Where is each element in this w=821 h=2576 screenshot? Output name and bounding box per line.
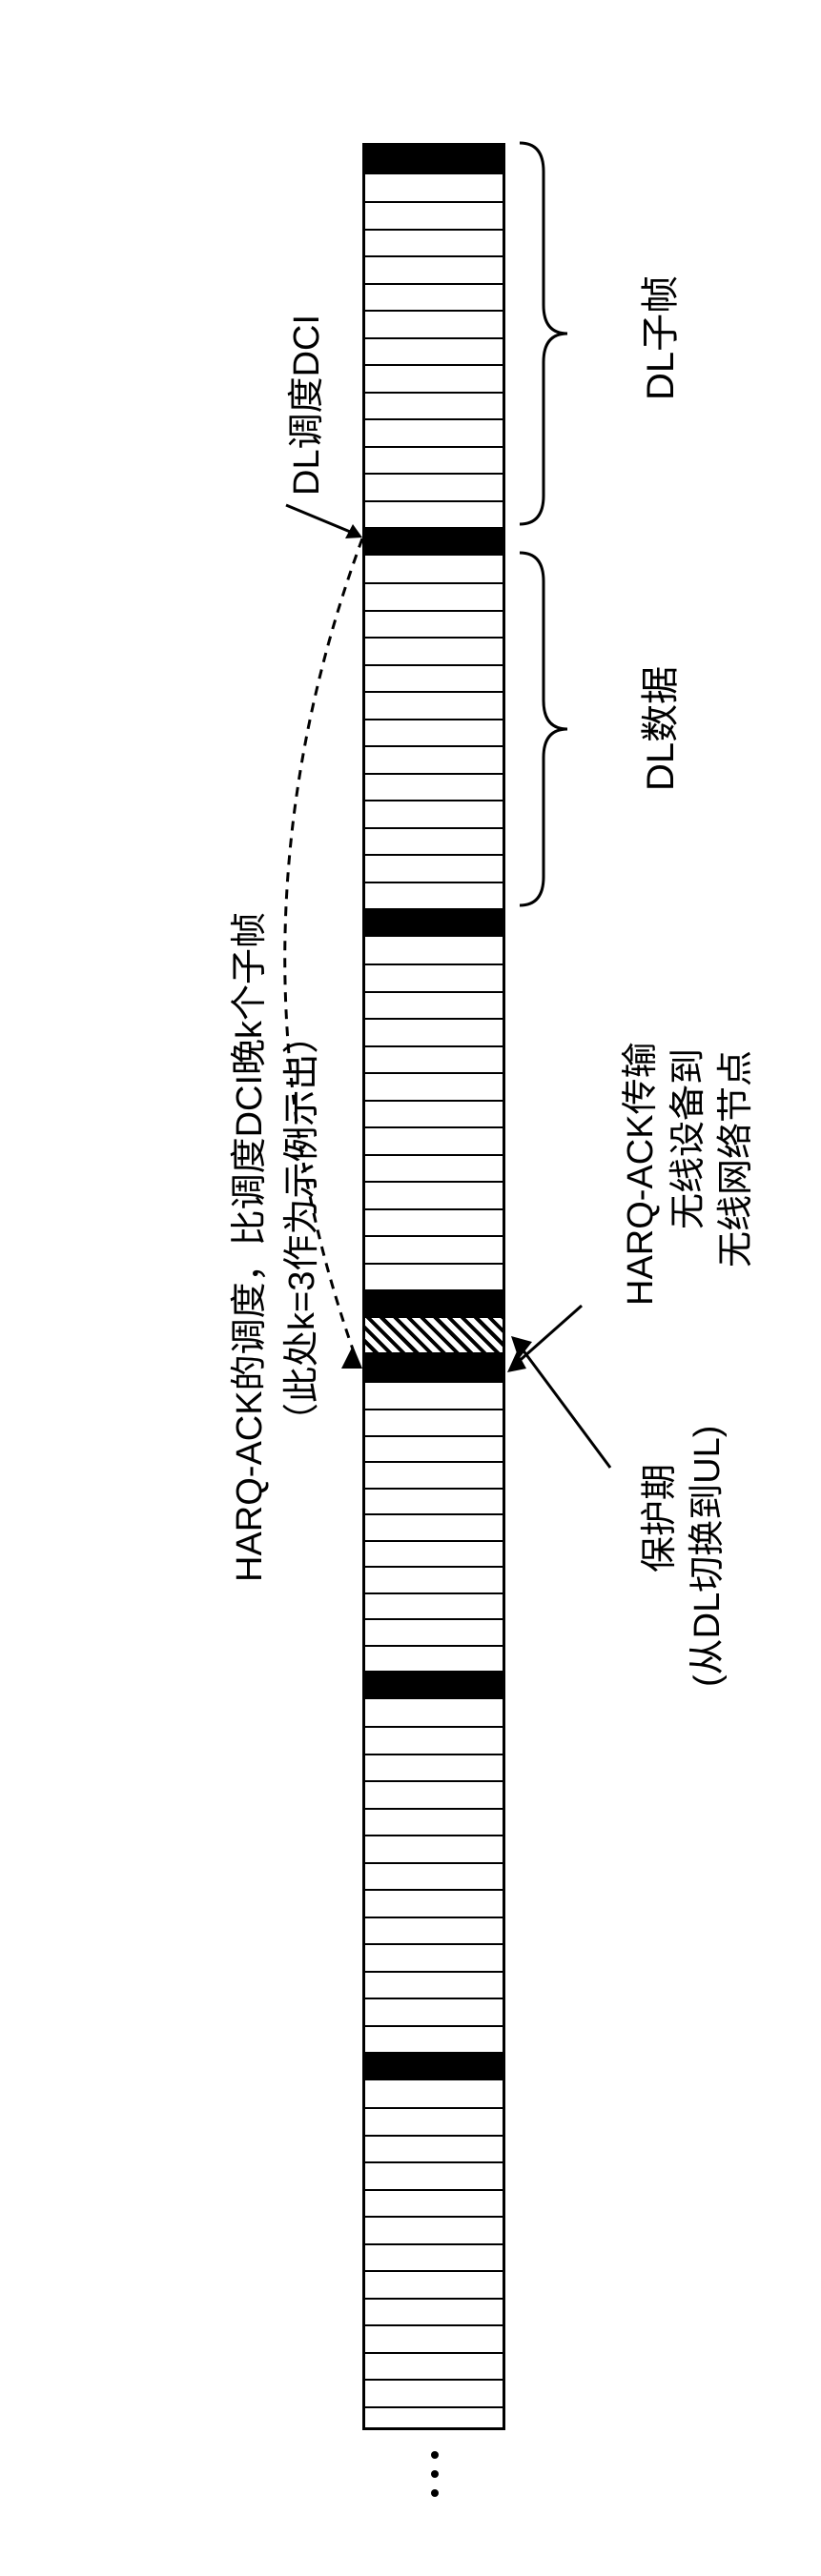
slot-divider [365, 2324, 503, 2326]
brace-dl-data [515, 553, 582, 905]
slot-divider [365, 691, 503, 693]
slot-divider [365, 1780, 503, 1782]
slot-divider [365, 2270, 503, 2272]
guard-label-line-1: 保护期 [629, 1464, 682, 1572]
dci-bar [365, 1671, 503, 1699]
slot-divider [365, 882, 503, 883]
slot-divider [365, 637, 503, 639]
slot-divider [365, 310, 503, 312]
dci-bar [365, 527, 503, 556]
slot-divider [365, 1461, 503, 1463]
ellipsis-icon [429, 2440, 441, 2508]
slot-divider [365, 773, 503, 775]
slot-divider [365, 2216, 503, 2218]
slot-divider [365, 1435, 503, 1437]
harq-arrow [505, 1306, 591, 1382]
dci-bar [365, 908, 503, 937]
slot-divider [365, 255, 503, 257]
slot-divider [365, 1540, 503, 1542]
slot-divider [365, 1072, 503, 1074]
slot-divider [365, 582, 503, 584]
slot-divider [365, 1488, 503, 1490]
slot-divider [365, 2161, 503, 2163]
slot-divider [365, 1754, 503, 1755]
slot-divider [365, 854, 503, 856]
slot-divider [365, 473, 503, 475]
slot-divider [365, 1998, 503, 1999]
slot-divider [365, 1808, 503, 1810]
slot-divider [365, 1917, 503, 1918]
slot-divider [365, 1126, 503, 1128]
slot-divider [365, 1835, 503, 1836]
slot-divider [365, 392, 503, 394]
slot-divider [365, 1889, 503, 1891]
slot-divider [365, 610, 503, 612]
slot-divider [365, 1045, 503, 1047]
dci-bar [365, 1289, 503, 1318]
slot-divider [365, 364, 503, 366]
slot-divider [365, 2379, 503, 2381]
slot-divider [365, 719, 503, 720]
slot-divider [365, 1971, 503, 1973]
dci-bar [365, 146, 503, 174]
slot-divider [365, 418, 503, 420]
slot-divider [365, 1409, 503, 1410]
slot-divider [365, 1618, 503, 1620]
slot-divider [365, 1592, 503, 1594]
slot-divider [365, 2352, 503, 2354]
slot-divider [365, 800, 503, 801]
timeline [362, 143, 505, 2430]
slot-divider [365, 745, 503, 747]
slot-divider [365, 2243, 503, 2245]
slot-divider [365, 201, 503, 203]
guard-period [365, 1316, 503, 1354]
slot-divider [365, 1645, 503, 1647]
slot-divider [365, 283, 503, 285]
slot-divider [365, 2406, 503, 2408]
slot-divider [365, 1943, 503, 1945]
brace-dl-subframe [515, 143, 582, 524]
slot-divider [365, 2298, 503, 2300]
slot-divider [365, 1513, 503, 1515]
guard-label-line-2: (从DL切换到UL) [677, 1426, 729, 1687]
slot-divider [365, 1862, 503, 1864]
slot-divider [365, 229, 503, 231]
slot-divider [365, 1566, 503, 1568]
dl-sched-dci-label: DL调度DCI [277, 314, 329, 496]
diagram-page: HARQ-ACK的调度，比调度DCI晚k个子帧 （此处k=3作为示例示出） DL… [0, 0, 821, 2576]
slot-divider [365, 337, 503, 339]
dl-subframe-label: DL子帧 [629, 275, 685, 400]
slot-divider [365, 1208, 503, 1210]
slot-divider [365, 1018, 503, 1020]
harq-ack-bar [365, 1354, 503, 1383]
slot-divider [365, 2107, 503, 2109]
slot-divider [365, 1100, 503, 1102]
dl-data-label: DL数据 [629, 666, 685, 791]
slot-divider [365, 2025, 503, 2027]
slot-divider [365, 827, 503, 829]
slot-divider [365, 446, 503, 448]
harq-label-line-3: 无线网络节点 [706, 1050, 758, 1268]
harq-label-line-1: HARQ-ACK传输 [610, 1042, 663, 1306]
slot-divider [365, 664, 503, 666]
slot-divider [365, 1154, 503, 1156]
slot-divider [365, 500, 503, 502]
slot-divider [365, 1235, 503, 1237]
slot-divider [365, 2189, 503, 2191]
slot-divider [365, 2135, 503, 2137]
slot-divider [365, 963, 503, 965]
slot-divider [365, 1181, 503, 1183]
slot-divider [365, 1263, 503, 1265]
slot-divider [365, 991, 503, 993]
dci-bar [365, 2052, 503, 2080]
k-arc [200, 534, 372, 1372]
slot-divider [365, 1726, 503, 1728]
harq-label-line-2: 无线设备到 [658, 1048, 710, 1229]
